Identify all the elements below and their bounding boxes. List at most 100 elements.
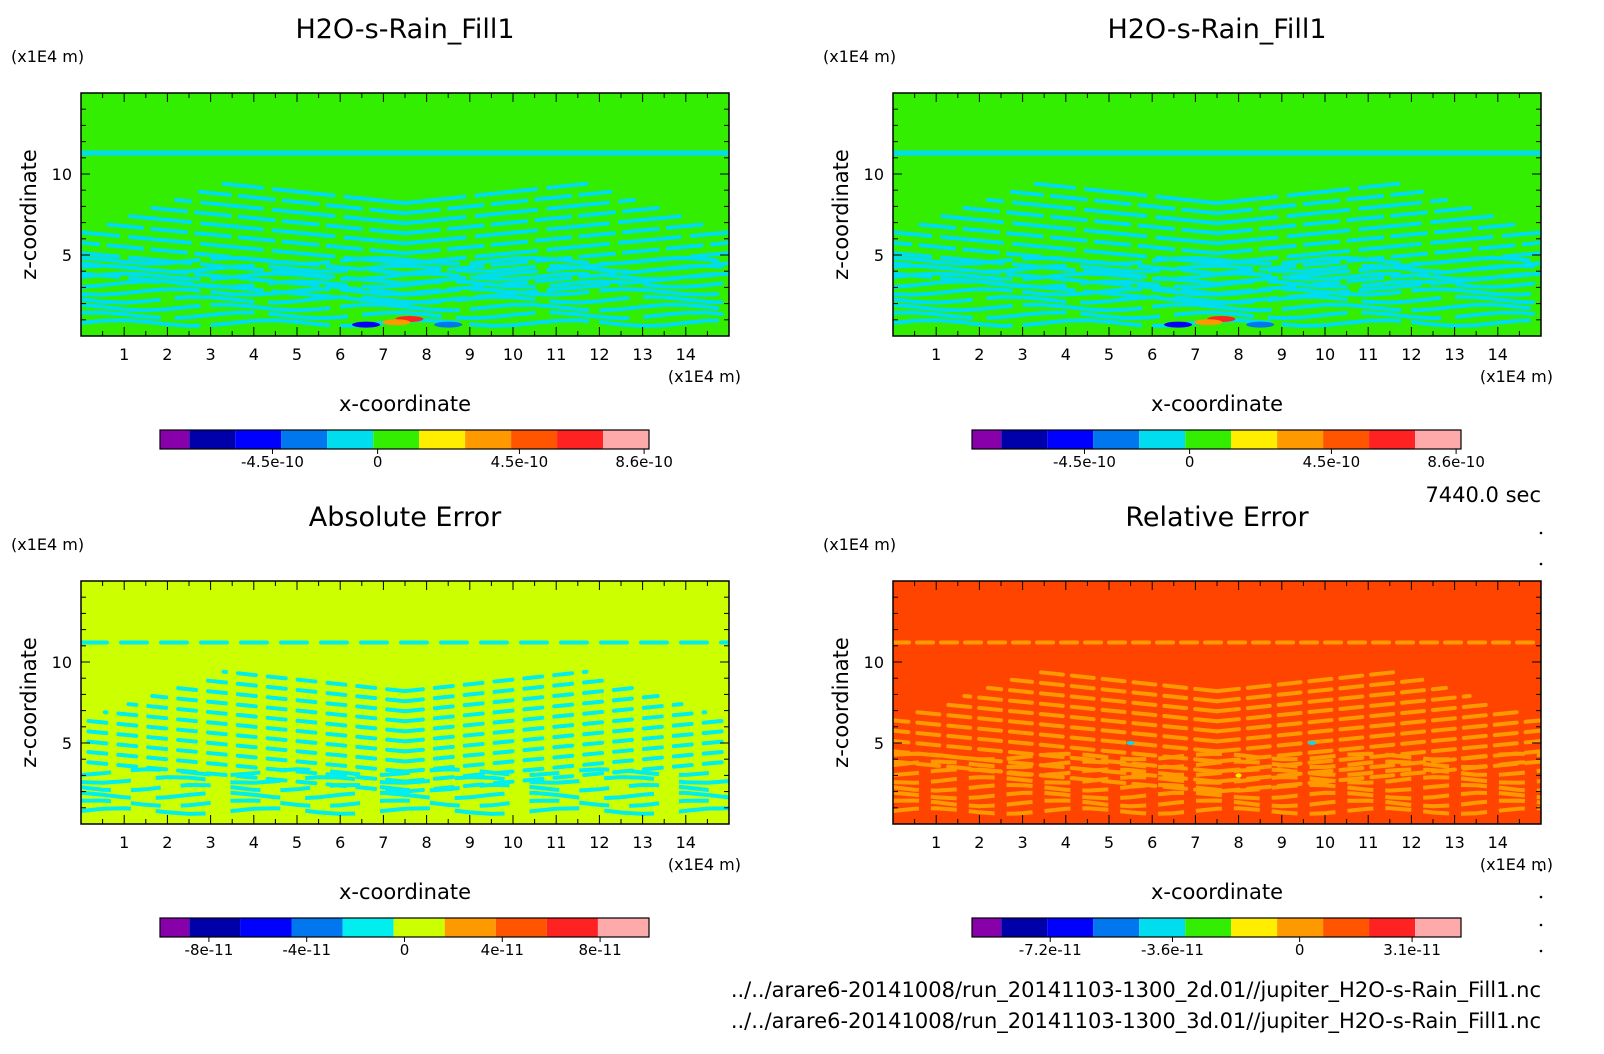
x-tick-label: 9 bbox=[465, 833, 475, 852]
x-tick-label: 8 bbox=[422, 345, 432, 364]
y-tick-label: 5 bbox=[62, 246, 72, 265]
colorbar-tick-label: -8e-11 bbox=[185, 941, 234, 959]
contour-band bbox=[403, 206, 660, 236]
x-tick-label: 2 bbox=[974, 833, 984, 852]
colorbar-tick-label: 8.6e-10 bbox=[615, 453, 673, 471]
x-tick-label: 12 bbox=[589, 345, 609, 364]
colorbar-swatch bbox=[235, 430, 282, 449]
x-tick-label: 5 bbox=[1104, 833, 1114, 852]
x-tick-label: 13 bbox=[1444, 833, 1464, 852]
y-tick-label: 10 bbox=[864, 165, 884, 184]
x-tick-label: 7 bbox=[1190, 345, 1200, 364]
colorbar-swatch bbox=[342, 918, 394, 937]
x-tick-label: 8 bbox=[422, 833, 432, 852]
contour-spot bbox=[1164, 321, 1193, 328]
y-unit-label: (x1E4 m) bbox=[823, 47, 896, 66]
margin-dot bbox=[1539, 895, 1543, 899]
colorbar-swatch bbox=[160, 430, 190, 449]
y-unit-label: (x1E4 m) bbox=[11, 47, 84, 66]
chart-title: H2O-s-Rain_Fill1 bbox=[295, 14, 514, 45]
x-unit-label: (x1E4 m) bbox=[668, 855, 741, 874]
contour-band bbox=[1033, 669, 1219, 694]
contour-band bbox=[1033, 181, 1219, 206]
chart-title: Absolute Error bbox=[309, 502, 502, 533]
x-tick-label: 10 bbox=[1315, 345, 1335, 364]
colorbar-tick-label: -7.2e-11 bbox=[1019, 941, 1082, 959]
contour-band bbox=[403, 669, 589, 694]
contour-band bbox=[1215, 230, 1541, 266]
x-tick-label: 9 bbox=[465, 345, 475, 364]
contour-band bbox=[893, 759, 1219, 794]
contour-band bbox=[403, 181, 589, 206]
contour-band bbox=[126, 214, 407, 246]
x-tick-label: 8 bbox=[1234, 345, 1244, 364]
colorbar-swatch bbox=[327, 430, 374, 449]
contour-field bbox=[81, 640, 729, 816]
contour-band bbox=[102, 222, 407, 256]
contour-band bbox=[1215, 702, 1496, 734]
contour-band bbox=[81, 728, 407, 764]
contour-band bbox=[81, 775, 729, 785]
colorbar-swatch bbox=[1415, 430, 1461, 449]
colorbar-swatch bbox=[1231, 430, 1278, 449]
contour-band bbox=[893, 261, 1219, 296]
x-tick-label: 14 bbox=[676, 833, 696, 852]
contour-spot bbox=[434, 321, 463, 328]
contour-band bbox=[81, 271, 729, 282]
contour-band bbox=[893, 790, 1541, 801]
colorbar-swatch bbox=[1001, 918, 1048, 937]
contour-band bbox=[893, 718, 1219, 754]
x-tick-label: 5 bbox=[292, 833, 302, 852]
colorbar-swatch bbox=[393, 918, 445, 937]
y-tick-label: 10 bbox=[52, 165, 72, 184]
contour-band bbox=[1215, 181, 1401, 206]
x-unit-label: (x1E4 m) bbox=[668, 367, 741, 386]
colorbar-swatch bbox=[1277, 430, 1324, 449]
colorbar-tick-label: -4.5e-10 bbox=[241, 453, 304, 471]
y-tick-label: 5 bbox=[62, 734, 72, 753]
contour-spot bbox=[352, 321, 381, 328]
x-tick-label: 6 bbox=[1147, 833, 1157, 852]
contour-band bbox=[221, 181, 407, 206]
contour-band bbox=[403, 694, 660, 724]
contour-band bbox=[81, 302, 729, 313]
colorbar-swatch bbox=[1323, 430, 1370, 449]
x-tick-label: 9 bbox=[1277, 833, 1287, 852]
contour-band bbox=[893, 250, 1219, 286]
contour-band bbox=[174, 197, 407, 226]
contour-band bbox=[174, 685, 407, 714]
contour-band bbox=[81, 261, 407, 296]
contour-band bbox=[81, 798, 729, 809]
chart-panel-2: 1 2 3 4 5 6 7 8 9 10 11 12 13 14510H2O-s-Rain_Fill1(x… bbox=[823, 14, 1553, 471]
colorbar-swatch bbox=[1093, 430, 1140, 449]
margin-dot bbox=[1539, 923, 1543, 927]
x-tick-label: 8 bbox=[1234, 833, 1244, 852]
colorbar-swatch bbox=[189, 430, 236, 449]
contour-band bbox=[1215, 710, 1520, 744]
contour-band bbox=[150, 206, 407, 236]
x-axis-label: x-coordinate bbox=[339, 880, 471, 904]
contour-band bbox=[1215, 222, 1520, 256]
contour-band bbox=[403, 250, 729, 286]
x-tick-label: 1 bbox=[119, 345, 129, 364]
contour-band bbox=[938, 702, 1219, 734]
x-tick-label: 4 bbox=[249, 833, 259, 852]
x-unit-label: (x1E4 m) bbox=[1480, 367, 1553, 386]
footer-line-2: ../../arare6-20141008/run_20141103-1300_… bbox=[731, 1009, 1541, 1034]
contour-band bbox=[893, 782, 1541, 793]
colorbar-tick-label: 4.5e-10 bbox=[1303, 453, 1361, 471]
contour-band bbox=[893, 767, 1541, 777]
y-axis-label: z-coordinate bbox=[17, 149, 41, 280]
x-tick-label: 13 bbox=[632, 833, 652, 852]
x-tick-label: 6 bbox=[335, 833, 345, 852]
x-tick-label: 3 bbox=[206, 833, 216, 852]
contour-band bbox=[893, 287, 1541, 297]
contour-band bbox=[403, 189, 613, 216]
colorbar-swatch bbox=[189, 918, 241, 937]
contour-band bbox=[81, 287, 729, 297]
colorbar-tick-label: 0 bbox=[400, 941, 410, 959]
colorbar-tick-label: -4.5e-10 bbox=[1053, 453, 1116, 471]
x-tick-label: 12 bbox=[1401, 833, 1421, 852]
x-tick-label: 7 bbox=[378, 833, 388, 852]
